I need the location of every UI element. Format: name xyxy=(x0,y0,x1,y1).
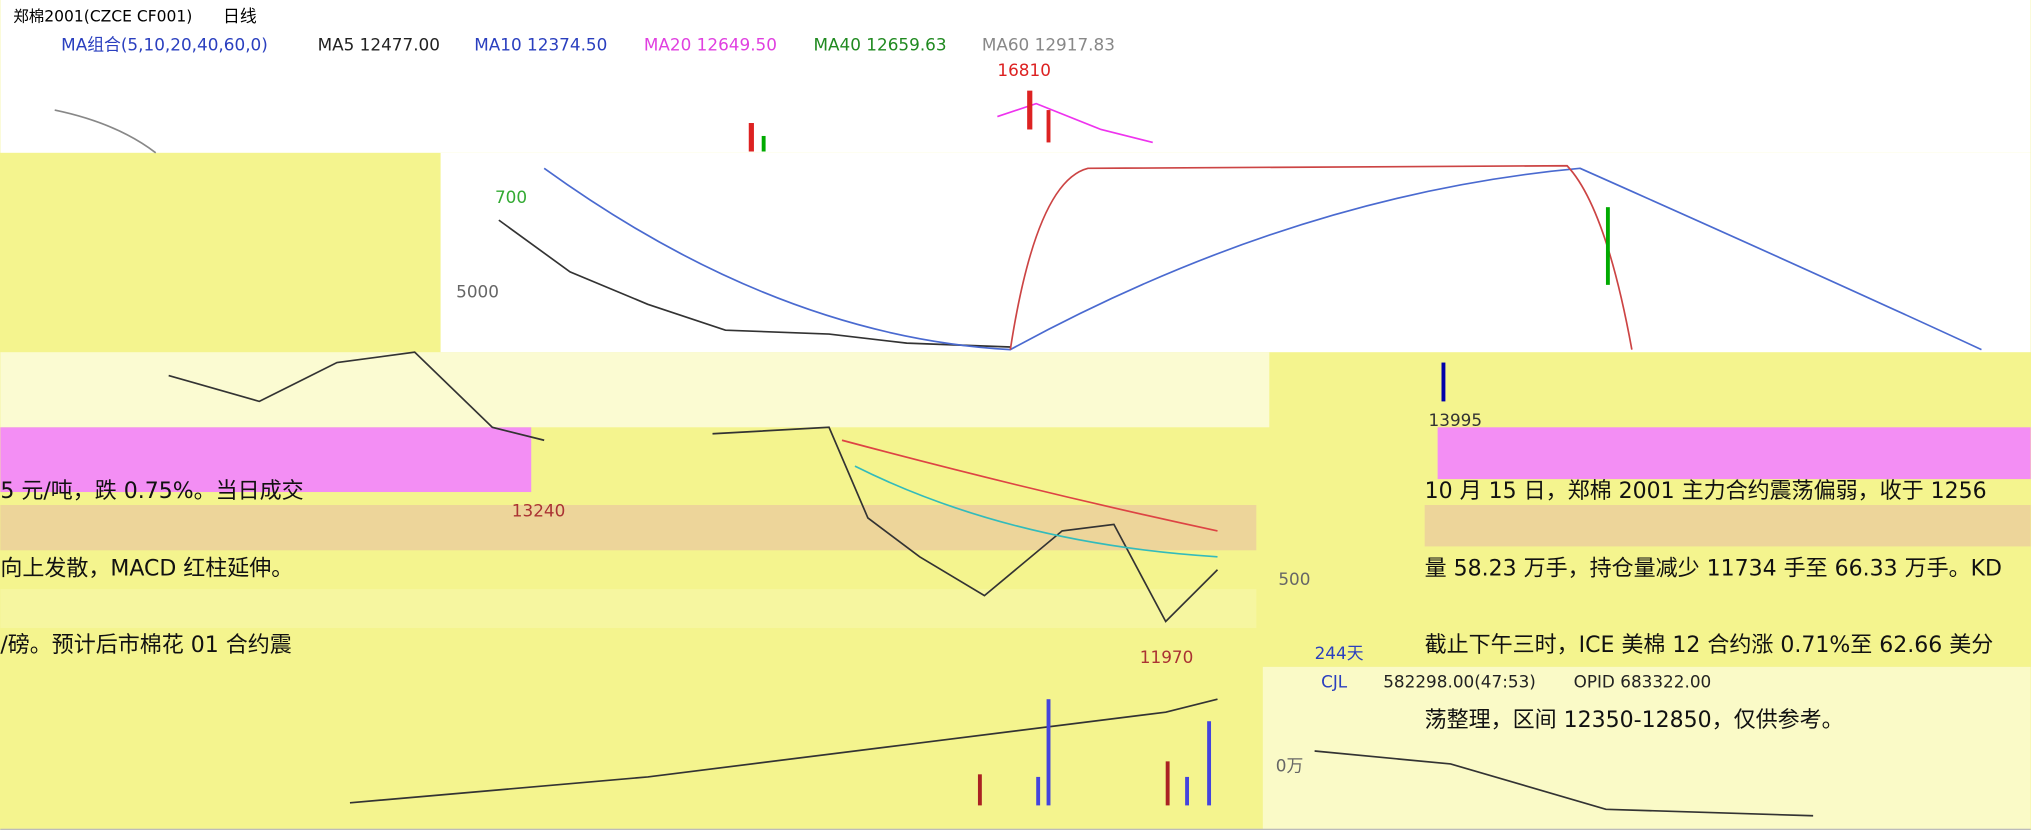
price-label: 13240 xyxy=(512,500,566,520)
chart-lines xyxy=(54,102,1982,817)
axis-label: 500 xyxy=(1278,569,1310,589)
ma20: MA20 12649.50 xyxy=(644,34,777,54)
title: 郑棉2001(CZCE CF001) xyxy=(13,7,192,25)
candles xyxy=(748,90,1610,806)
article-text: 向上发散，MACD 红柱延伸。 xyxy=(0,557,293,582)
ma-group[interactable]: MA组合(5,10,20,40,60,0) xyxy=(61,34,268,54)
ma60: MA60 12917.83 xyxy=(982,34,1115,54)
price-label: 13995 xyxy=(1429,410,1483,430)
days: 244天 xyxy=(1315,643,1364,663)
article-text: /磅。预计后市棉花 01 合约震 xyxy=(0,633,291,658)
opid: OPID 683322.00 xyxy=(1574,671,1712,691)
axis-label: 0万 xyxy=(1276,756,1304,776)
volume-value: 582298.00(47:53) xyxy=(1383,671,1536,691)
volume-name: CJL xyxy=(1321,671,1348,691)
axis-label: 5000 xyxy=(456,282,499,302)
price-label: 16810 xyxy=(997,60,1051,80)
article-text: 5 元/吨，跌 0.75%。当日成交 xyxy=(0,479,303,504)
article-text: 荡整理，区间 12350-12850，仅供参考。 xyxy=(1425,708,1844,733)
ma5: MA5 12477.00 xyxy=(318,34,440,54)
ma40: MA40 12659.63 xyxy=(814,34,947,54)
period[interactable]: 日线 xyxy=(223,6,257,26)
price-label: 11970 xyxy=(1140,647,1194,667)
ma10: MA10 12374.50 xyxy=(474,34,607,54)
article-text: 截止下午三时，ICE 美棉 12 合约涨 0.71%至 62.66 美分 xyxy=(1425,633,1994,658)
article-text: 量 58.23 万手，持仓量减少 11734 手至 66.33 万手。KD xyxy=(1425,557,2002,582)
price-label: 700 xyxy=(495,187,527,207)
article-text: 10 月 15 日，郑棉 2001 主力合约震荡偏弱，收于 1256 xyxy=(1425,479,1987,504)
